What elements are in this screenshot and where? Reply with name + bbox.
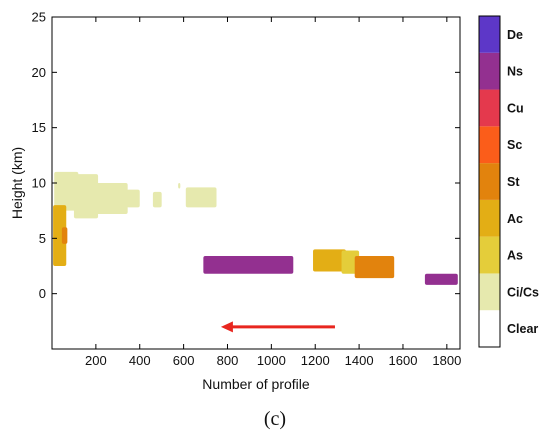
legend-swatch-sc [479,126,500,164]
annotations [220,321,335,333]
cloud-region-ci-cs [185,187,217,208]
x-tick-label: 400 [129,353,151,368]
legend-swatch-cu [479,89,500,127]
legend-swatch-as [479,236,500,274]
legend-label: Ns [507,65,523,79]
cloud-region-ac [313,249,346,272]
legend-label: Clear [507,322,538,336]
x-tick-label: 1200 [301,353,330,368]
legend-swatch-ns [479,52,500,90]
y-tick-label: 20 [32,65,46,80]
y-tick-label: 15 [32,120,46,135]
cloud-region-ci-cs [73,174,99,219]
legend-label: As [507,249,523,263]
x-axis-ticks: 200 400 600 800 1000 1200 1400 1600 1800 [85,17,461,368]
legend-label: Ac [507,212,523,226]
cloud-region-ci-cs [178,183,181,189]
legend-swatch-clear [479,310,500,347]
x-tick-label: 600 [173,353,195,368]
legend-label: Sc [507,138,522,152]
y-axis-ticks: 0 5 10 15 20 25 [32,10,460,301]
x-tick-label: 800 [217,353,239,368]
y-tick-label: 25 [32,10,46,25]
arrow-head [220,321,233,333]
cloud-region-ci-cs [54,171,79,211]
cloud-regions [53,171,458,285]
panel-label: (c) [263,408,287,430]
legend-swatch-st [479,163,500,200]
cloud-region-ci-cs [126,189,140,208]
cloud-region-ns [203,256,294,274]
colorbar-legend: Clear Ci/Cs As Ac St Sc Cu Ns De [478,15,539,348]
x-tick-label: 1400 [345,353,374,368]
x-tick-label: 1000 [257,353,286,368]
legend-swatch-ci-cs [479,273,500,311]
y-axis-title: Height (km) [9,147,25,219]
cloud-region-st [354,256,395,279]
legend-frame [478,15,501,348]
legend-swatch-de [479,16,500,53]
cloud-classification-chart: 200 400 600 800 1000 1200 1400 1600 1800 0 5 10 15 2… [9,10,539,393]
cloud-region-ac [53,205,67,266]
legend-label: St [507,175,520,189]
legend-label: Ci/Cs [507,285,539,299]
legend-label: Cu [507,101,524,115]
x-tick-label: 1800 [432,353,461,368]
y-tick-label: 5 [39,231,46,246]
cloud-region-st [61,227,68,244]
cloud-region-ci-cs [95,183,128,214]
legend-label: De [507,28,523,42]
cloud-region-ns [424,273,458,285]
x-tick-label: 200 [85,353,107,368]
legend-swatch-ac [479,199,500,237]
x-axis-title: Number of profile [202,376,310,392]
y-tick-label: 10 [32,176,46,191]
x-tick-label: 1600 [389,353,418,368]
cloud-region-ci-cs [152,191,162,208]
y-tick-label: 0 [39,286,46,301]
